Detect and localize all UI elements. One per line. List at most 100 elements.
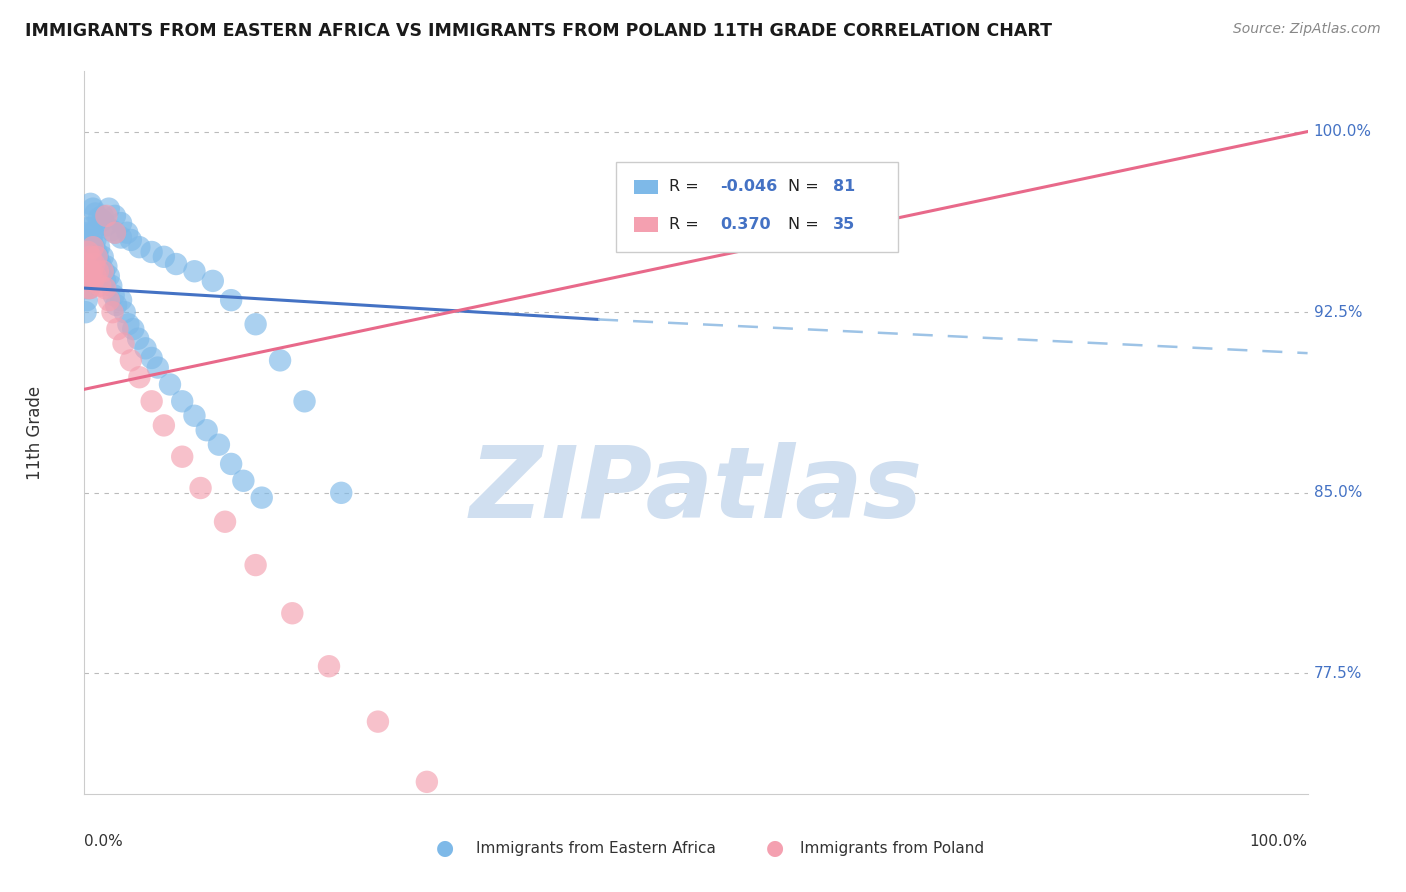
Point	[245, 558, 267, 573]
Point	[90, 269, 112, 284]
Point	[114, 305, 136, 319]
Point	[250, 491, 273, 505]
Point	[76, 244, 98, 259]
Point	[76, 269, 98, 284]
Point	[76, 220, 98, 235]
Text: ●: ●	[436, 838, 454, 858]
Point	[77, 281, 100, 295]
Point	[79, 281, 101, 295]
Point	[80, 257, 103, 271]
Text: -0.046: -0.046	[720, 179, 778, 194]
Point	[214, 515, 236, 529]
Point	[86, 269, 108, 284]
Point	[219, 457, 242, 471]
Text: 100.0%: 100.0%	[1250, 834, 1308, 848]
Point	[146, 360, 169, 375]
Point	[112, 336, 135, 351]
Point	[97, 202, 120, 216]
Point	[80, 233, 103, 247]
Point	[75, 281, 97, 295]
Point	[76, 269, 98, 284]
Text: 11th Grade: 11th Grade	[27, 385, 45, 480]
Point	[91, 209, 114, 223]
Text: 81: 81	[832, 179, 855, 194]
Point	[159, 377, 181, 392]
Point	[89, 278, 111, 293]
Point	[83, 240, 105, 254]
Point	[110, 293, 132, 307]
Text: Immigrants from Poland: Immigrants from Poland	[800, 840, 984, 855]
Text: 0.0%: 0.0%	[84, 834, 124, 848]
Point	[94, 274, 117, 288]
Point	[94, 281, 117, 295]
Point	[153, 418, 176, 433]
Point	[76, 293, 98, 307]
Text: N =: N =	[787, 217, 824, 232]
FancyBboxPatch shape	[634, 218, 658, 232]
Point	[105, 298, 128, 312]
FancyBboxPatch shape	[634, 180, 658, 194]
Point	[122, 322, 145, 336]
Point	[141, 394, 163, 409]
Point	[87, 211, 110, 226]
Point	[294, 394, 316, 409]
Point	[141, 351, 163, 365]
Point	[367, 714, 389, 729]
Point	[87, 250, 110, 264]
FancyBboxPatch shape	[616, 161, 898, 252]
Point	[79, 244, 101, 259]
Point	[83, 264, 105, 278]
Point	[79, 269, 101, 284]
Point	[84, 257, 107, 271]
Point	[77, 250, 100, 264]
Point	[219, 293, 242, 307]
Point	[82, 274, 104, 288]
Point	[165, 257, 187, 271]
Point	[172, 394, 194, 409]
Text: N =: N =	[787, 179, 824, 194]
Point	[120, 353, 142, 368]
Point	[153, 250, 176, 264]
Point	[75, 257, 97, 271]
Point	[86, 250, 108, 264]
Point	[87, 264, 110, 278]
Point	[103, 288, 125, 302]
Point	[104, 226, 127, 240]
Point	[281, 606, 304, 620]
Point	[86, 244, 108, 259]
Point	[110, 216, 132, 230]
Point	[84, 206, 107, 220]
Point	[82, 250, 104, 264]
Text: ZIPatlas: ZIPatlas	[470, 442, 922, 539]
Point	[82, 202, 104, 216]
Point	[135, 341, 157, 355]
Point	[89, 257, 111, 271]
Point	[115, 226, 138, 240]
Point	[77, 257, 100, 271]
Text: 35: 35	[832, 217, 855, 232]
Point	[77, 281, 100, 295]
Point	[104, 226, 127, 240]
Point	[77, 274, 100, 288]
Text: 77.5%: 77.5%	[1313, 666, 1362, 681]
Point	[77, 264, 100, 278]
Text: 0.370: 0.370	[720, 217, 770, 232]
Point	[101, 305, 124, 319]
Point	[77, 244, 100, 259]
Point	[75, 233, 97, 247]
Point	[201, 274, 224, 288]
Point	[96, 260, 118, 274]
Point	[75, 257, 97, 271]
Point	[172, 450, 194, 464]
Point	[96, 209, 118, 223]
Point	[84, 269, 107, 284]
Point	[97, 293, 120, 307]
Point	[183, 264, 205, 278]
Text: ●: ●	[766, 838, 785, 858]
Point	[77, 226, 100, 240]
Point	[128, 370, 150, 384]
Point	[97, 269, 120, 284]
Point	[82, 274, 104, 288]
Text: 100.0%: 100.0%	[1313, 124, 1372, 139]
Point	[96, 219, 118, 233]
